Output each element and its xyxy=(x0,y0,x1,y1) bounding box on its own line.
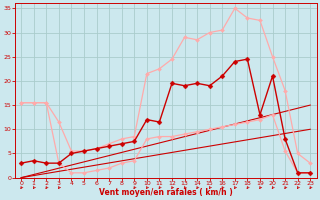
X-axis label: Vent moyen/en rafales ( km/h ): Vent moyen/en rafales ( km/h ) xyxy=(99,188,233,197)
